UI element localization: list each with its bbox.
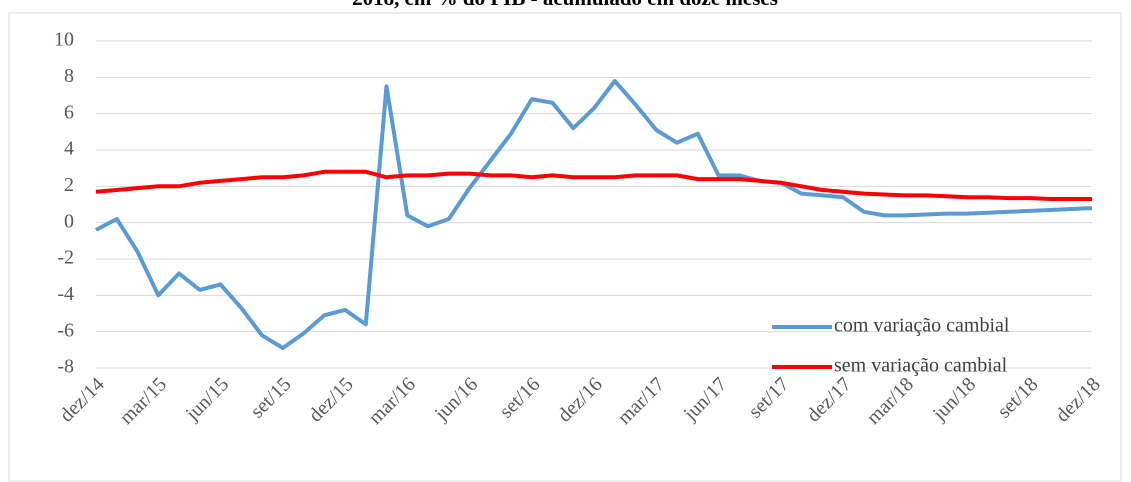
y-tick-label: -8: [57, 356, 74, 378]
x-tick-label: mar/18: [862, 373, 918, 429]
legend-label: com variação cambial: [834, 315, 1010, 337]
x-tick-label: dez/14: [56, 373, 109, 426]
y-tick-label: -4: [57, 283, 74, 305]
x-tick-label: set/15: [246, 373, 295, 422]
x-tick-label: dez/17: [803, 373, 856, 426]
legend-label: sem variação cambial: [834, 355, 1008, 377]
y-tick-label: 2: [64, 174, 74, 196]
x-tick-label: set/18: [993, 373, 1042, 422]
x-tick-label: dez/16: [554, 373, 607, 426]
x-tick-label: jun/15: [181, 373, 233, 425]
x-tick-label: mar/16: [364, 373, 420, 429]
x-tick-label: mar/17: [613, 373, 669, 429]
x-tick-label: dez/15: [305, 373, 358, 426]
x-tick-label: jun/17: [679, 373, 731, 425]
x-tick-label: jun/18: [928, 373, 980, 425]
y-tick-label: -6: [57, 319, 74, 341]
y-tick-label: -2: [57, 247, 74, 269]
y-tick-label: 4: [64, 138, 74, 160]
y-tick-label: 6: [64, 101, 74, 123]
x-tick-label: set/17: [744, 373, 793, 422]
y-tick-label: 8: [64, 65, 74, 87]
chart-frame: [8, 12, 1122, 482]
series-line: [95, 79, 1093, 350]
series-line: [95, 169, 1092, 201]
y-tick-label: 0: [64, 210, 74, 232]
x-tick-label: dez/18: [1052, 373, 1105, 426]
y-tick-label: 10: [54, 29, 74, 51]
x-tick-label: set/16: [495, 373, 544, 422]
x-tick-label: jun/16: [430, 373, 482, 425]
x-tick-label: mar/15: [115, 373, 171, 429]
chart-title: 2018, em % do PIB - acumulado em doze me…: [352, 0, 778, 10]
